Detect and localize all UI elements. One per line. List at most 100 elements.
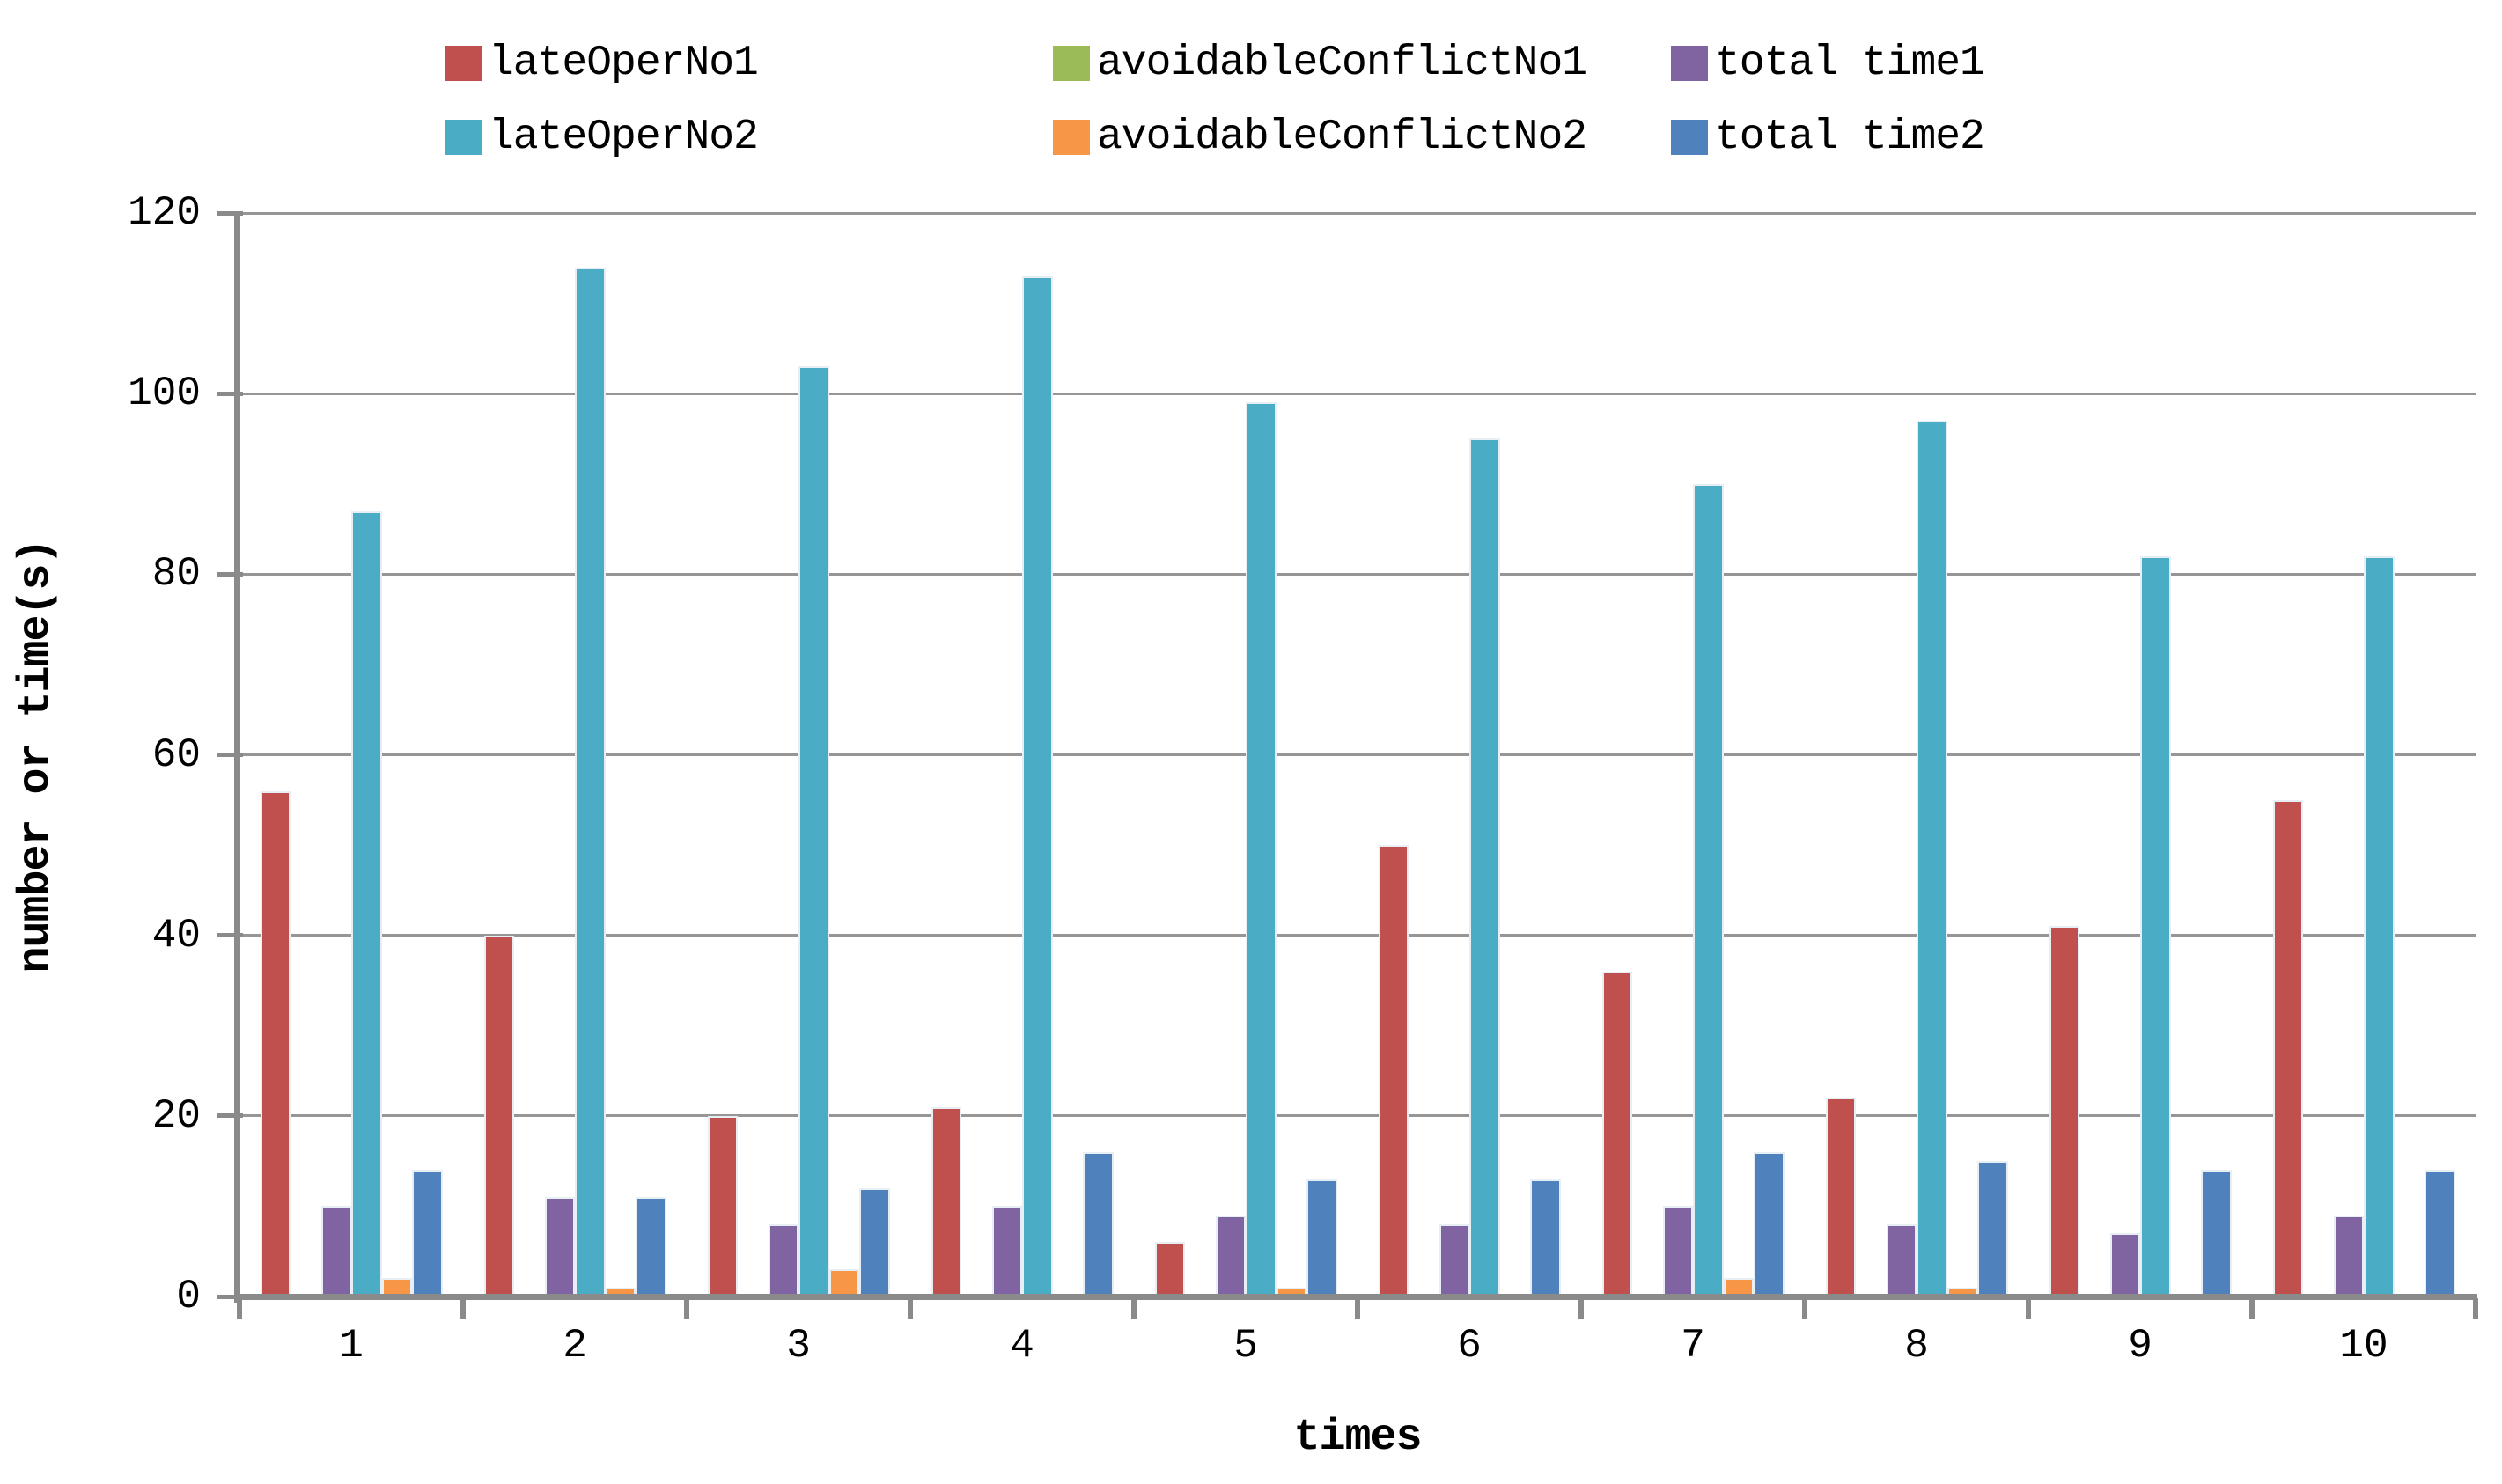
bar-cluster bbox=[1805, 213, 2028, 1297]
bar-lateOperNo2 bbox=[1693, 483, 1724, 1297]
bar-cluster bbox=[1581, 213, 1805, 1297]
bar-lateOperNo1 bbox=[1378, 845, 1409, 1297]
legend-label: total time2 bbox=[1715, 114, 1985, 161]
x-tick-label: 3 bbox=[786, 1323, 811, 1369]
bar-total-time1 bbox=[991, 1206, 1022, 1297]
x-tick-label: 7 bbox=[1681, 1323, 1705, 1369]
bar-cluster bbox=[239, 213, 463, 1297]
y-tick-label: 20 bbox=[151, 1092, 201, 1139]
bar-total-time2 bbox=[1306, 1179, 1337, 1297]
bar-total-time1 bbox=[320, 1206, 351, 1297]
bar-lateOperNo2 bbox=[798, 366, 829, 1297]
bar-lateOperNo1 bbox=[483, 935, 514, 1297]
bar-avoidableConflictNo2 bbox=[1946, 1287, 1977, 1297]
legend-label: total time1 bbox=[1715, 40, 1985, 87]
bar-cluster bbox=[463, 213, 687, 1297]
bar-lateOperNo2 bbox=[575, 267, 606, 1297]
y-axis-tick bbox=[217, 210, 243, 216]
gridline bbox=[239, 572, 2476, 576]
bar-lateOperNo1 bbox=[1154, 1242, 1185, 1297]
x-axis-line bbox=[236, 1294, 2477, 1300]
bar-lateOperNo1 bbox=[1601, 971, 1632, 1297]
bar-total-time2 bbox=[412, 1170, 443, 1297]
x-axis-tick bbox=[2026, 1298, 2031, 1319]
bar-total-time2 bbox=[1977, 1161, 2008, 1297]
y-tick-label: 120 bbox=[128, 190, 201, 236]
legend-label: avoidableConflictNo2 bbox=[1097, 114, 1587, 161]
legend-swatch bbox=[1671, 46, 1708, 81]
bar-avoidableConflictNo2 bbox=[1723, 1278, 1754, 1297]
legend-item-avoidableConflictNo1: avoidableConflictNo1 bbox=[1053, 39, 1587, 88]
x-axis-tick bbox=[684, 1298, 689, 1319]
x-tick-label: 1 bbox=[339, 1323, 364, 1369]
legend-item-total-time1: total time1 bbox=[1671, 39, 1985, 88]
bar-total-time1 bbox=[2109, 1233, 2140, 1297]
bar-total-time1 bbox=[2333, 1215, 2364, 1297]
bar-lateOperNo1 bbox=[1825, 1098, 1856, 1297]
plot-area bbox=[239, 211, 2476, 1297]
legend-label: avoidableConflictNo1 bbox=[1097, 40, 1587, 87]
x-tick-label: 10 bbox=[2339, 1323, 2388, 1369]
bar-total-time1 bbox=[1215, 1215, 1246, 1297]
bar-total-time1 bbox=[768, 1223, 798, 1297]
gridline bbox=[239, 211, 2476, 215]
bar-lateOperNo1 bbox=[260, 790, 291, 1297]
legend-swatch bbox=[1053, 120, 1090, 155]
x-axis-tick bbox=[2249, 1298, 2255, 1319]
x-axis-title: times bbox=[1293, 1413, 1422, 1463]
bar-lateOperNo2 bbox=[2140, 555, 2171, 1297]
y-axis-tick bbox=[217, 1294, 243, 1299]
x-axis-tick bbox=[1578, 1298, 1584, 1319]
bar-lateOperNo2 bbox=[1469, 438, 1500, 1297]
bar-total-time2 bbox=[859, 1187, 890, 1297]
x-axis-tick bbox=[1355, 1298, 1360, 1319]
x-axis-tick bbox=[1802, 1298, 1807, 1319]
y-tick-label: 60 bbox=[151, 731, 201, 778]
x-axis-tick bbox=[460, 1298, 466, 1319]
x-tick-label: 4 bbox=[1010, 1323, 1034, 1369]
bar-lateOperNo1 bbox=[931, 1106, 961, 1297]
gridline bbox=[239, 753, 2476, 756]
x-axis-tick bbox=[237, 1298, 242, 1319]
y-tick-label: 100 bbox=[128, 371, 201, 417]
x-tick-label: 2 bbox=[563, 1323, 587, 1369]
bar-cluster bbox=[2252, 213, 2476, 1297]
bar-total-time1 bbox=[544, 1197, 575, 1297]
y-axis-tick bbox=[217, 1113, 243, 1119]
legend-item-lateOperNo1: lateOperNo1 bbox=[445, 39, 759, 88]
y-axis-line bbox=[234, 211, 240, 1303]
legend-label: lateOperNo2 bbox=[489, 114, 759, 161]
x-axis-tick bbox=[908, 1298, 913, 1319]
bar-cluster bbox=[1358, 213, 1581, 1297]
x-tick-label: 8 bbox=[1904, 1323, 1929, 1369]
bar-total-time2 bbox=[2425, 1170, 2455, 1297]
legend-swatch bbox=[1671, 120, 1708, 155]
y-tick-label: 80 bbox=[151, 551, 201, 598]
x-axis-tick bbox=[1131, 1298, 1137, 1319]
bar-cluster bbox=[687, 213, 910, 1297]
y-tick-label: 40 bbox=[151, 912, 201, 959]
legend-item-total-time2: total time2 bbox=[1671, 113, 1985, 162]
gridline bbox=[239, 1114, 2476, 1118]
x-tick-label: 6 bbox=[1457, 1323, 1482, 1369]
bar-lateOperNo1 bbox=[707, 1115, 738, 1297]
bar-lateOperNo2 bbox=[351, 511, 382, 1297]
bar-total-time1 bbox=[1662, 1206, 1693, 1297]
gridline bbox=[239, 934, 2476, 937]
y-tick-label: 0 bbox=[176, 1274, 201, 1319]
bar-total-time2 bbox=[1083, 1151, 1114, 1297]
bar-lateOperNo1 bbox=[2049, 926, 2079, 1297]
legend-item-lateOperNo2: lateOperNo2 bbox=[445, 113, 759, 162]
bar-avoidableConflictNo2 bbox=[828, 1269, 859, 1297]
legend-label: lateOperNo1 bbox=[489, 40, 759, 87]
bar-lateOperNo2 bbox=[1246, 402, 1277, 1297]
bar-total-time1 bbox=[1439, 1223, 1469, 1297]
x-axis-tick bbox=[2473, 1298, 2478, 1319]
y-axis-tick bbox=[217, 391, 243, 396]
bar-total-time1 bbox=[1886, 1223, 1917, 1297]
legend-swatch bbox=[445, 46, 482, 81]
y-axis-tick bbox=[217, 571, 243, 577]
bar-cluster bbox=[910, 213, 1134, 1297]
bar-total-time2 bbox=[636, 1197, 666, 1297]
bar-lateOperNo1 bbox=[2272, 799, 2303, 1297]
